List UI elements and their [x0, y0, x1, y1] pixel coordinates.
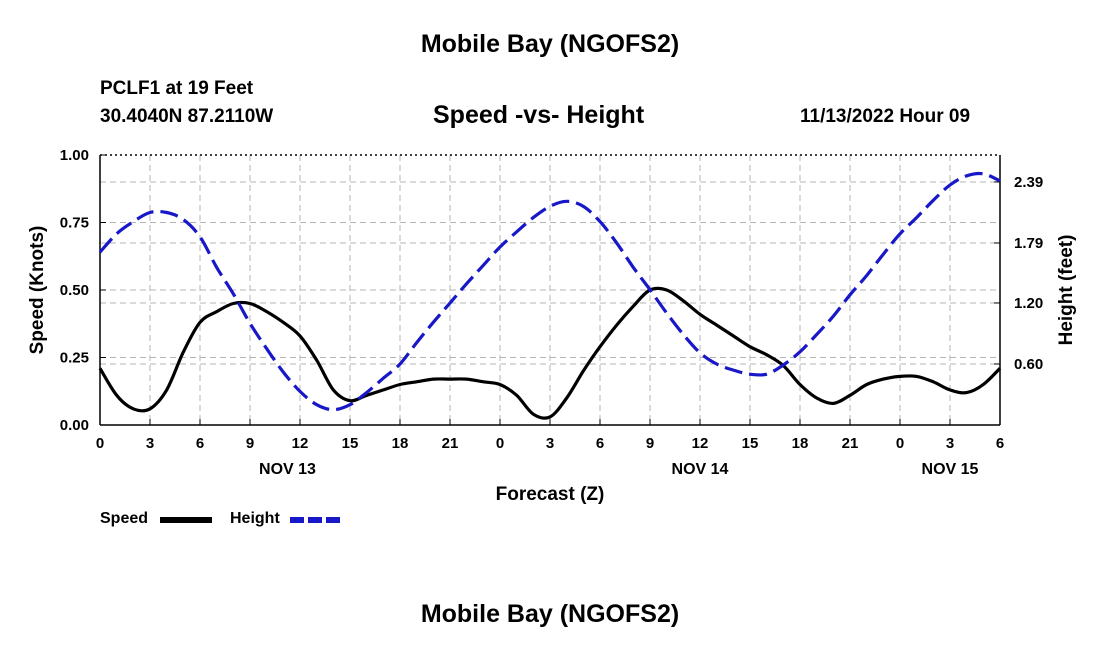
left-tick-label: 1.00 [60, 147, 89, 164]
main-title: Mobile Bay (NGOFS2) [420, 30, 680, 58]
right-tick-label: 1.79 [1014, 235, 1043, 252]
series-height-line [98, 171, 1001, 412]
date-label: NOV 13 [259, 461, 316, 478]
legend-speed-swatch [160, 517, 212, 523]
chart-subtitle: Speed -vs- Height [433, 101, 645, 129]
date-label: NOV 14 [672, 461, 729, 478]
coordinates-label: 30.4040N 87.2110W [100, 106, 274, 127]
x-tick-label: 21 [842, 435, 859, 452]
x-tick-label: 3 [946, 435, 954, 452]
legend-height-swatch [290, 517, 342, 523]
x-tick-label: 3 [146, 435, 154, 452]
right-tick-label: 1.20 [1014, 295, 1043, 312]
x-tick-label: 15 [742, 435, 759, 452]
x-tick-label: 0 [496, 435, 504, 452]
x-tick-label: 3 [546, 435, 554, 452]
left-axis-title: Speed (Knots) [27, 226, 48, 355]
x-tick-label: 21 [442, 435, 459, 452]
right-tick-label: 0.60 [1014, 356, 1043, 373]
x-tick-label: 0 [96, 435, 104, 452]
x-tick-label: 18 [392, 435, 409, 452]
x-tick-label: 9 [646, 435, 654, 452]
x-tick-label: 15 [342, 435, 359, 452]
x-tick-label: 6 [196, 435, 204, 452]
series-speed-line [98, 286, 1002, 420]
left-tick-label: 0.25 [60, 350, 89, 367]
station-label: PCLF1 at 19 Feet [100, 78, 254, 99]
bottom-title: Mobile Bay (NGOFS2) [420, 600, 680, 628]
left-tick-label: 0.00 [60, 417, 89, 434]
x-tick-label: 12 [692, 435, 709, 452]
x-tick-label: 12 [292, 435, 309, 452]
x-tick-label: 0 [896, 435, 904, 452]
x-tick-label: 6 [596, 435, 604, 452]
left-tick-label: 0.75 [60, 215, 89, 232]
legend-speed-label: Speed [100, 510, 149, 527]
x-tick-label: 6 [996, 435, 1004, 452]
x-axis-title: Forecast (Z) [496, 484, 605, 505]
x-tick-label: 18 [792, 435, 809, 452]
x-tick-label: 9 [246, 435, 254, 452]
right-axis-title: Height (feet) [1056, 235, 1077, 346]
left-tick-label: 0.50 [60, 282, 89, 299]
right-tick-label: 2.39 [1014, 174, 1043, 191]
legend-height-label: Height [230, 510, 280, 527]
date-label: NOV 15 [922, 461, 979, 478]
forecast-datetime: 11/13/2022 Hour 09 [800, 106, 971, 127]
